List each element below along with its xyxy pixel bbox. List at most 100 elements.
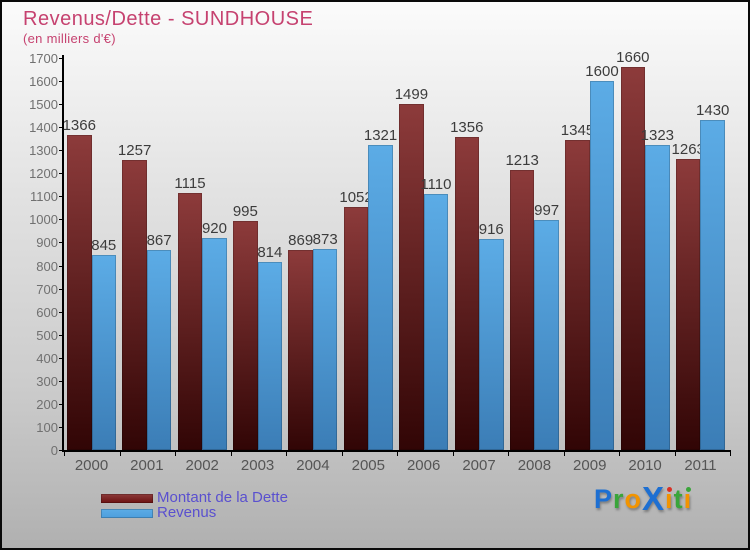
x-tick-mark: [64, 452, 65, 456]
bar-dette-2008: [509, 170, 535, 450]
bar-dette-2004: [288, 249, 313, 450]
value-label-revenus-2007: 916: [478, 220, 504, 238]
x-tick-mark: [730, 452, 731, 456]
x-axis-label-2003: 2003: [240, 457, 275, 474]
value-label-dette-2011: 1263: [671, 140, 705, 158]
logo-letter: X: [642, 480, 666, 517]
value-label-dette-2005: 1052: [339, 189, 373, 207]
y-tick-label-900: 900: [36, 235, 58, 251]
bar-revenus-2006: [423, 194, 449, 450]
value-label-dette-2001: 1257: [117, 142, 152, 160]
x-axis-label-2007: 2007: [462, 457, 496, 474]
x-axis-label-2004: 2004: [296, 457, 330, 474]
logo-letter: ı: [665, 484, 674, 514]
x-axis-label-2005: 2005: [351, 457, 385, 474]
y-tick-mark: [59, 380, 64, 382]
bar-revenus-2002: [202, 237, 227, 450]
value-label-dette-2003: 995: [232, 202, 258, 220]
y-tick-mark: [59, 265, 64, 267]
y-tick-label-1000: 1000: [29, 212, 58, 228]
proxiti-logo[interactable]: ProXı tı: [594, 480, 693, 517]
value-label-revenus-2009: 1600: [585, 63, 619, 81]
bar-revenus-2011: [700, 120, 725, 450]
x-tick-mark: [563, 452, 565, 456]
logo-letter: P: [594, 484, 614, 514]
value-label-revenus-2008: 997: [534, 202, 560, 220]
y-tick-mark: [59, 104, 64, 106]
y-tick-label-1200: 1200: [29, 166, 58, 182]
bar-revenus-2007: [479, 238, 504, 450]
value-label-dette-2000: 1366: [62, 117, 96, 135]
x-tick-mark: [286, 452, 287, 456]
y-tick-mark: [59, 81, 64, 83]
y-tick-label-300: 300: [36, 373, 58, 389]
x-axis-label-2009: 2009: [573, 457, 607, 474]
value-label-dette-2008: 1213: [505, 152, 539, 170]
bar-revenus-2001: [146, 250, 172, 450]
x-tick-mark: [341, 452, 343, 456]
bar-dette-2002: [177, 192, 203, 450]
x-axis-label-2006: 2006: [406, 457, 441, 474]
y-tick-label-1600: 1600: [29, 74, 58, 90]
value-label-revenus-2006: 1110: [420, 176, 452, 194]
y-tick-mark: [59, 357, 64, 359]
bar-revenus-2009: [589, 81, 615, 450]
value-label-revenus-2000: 845: [91, 237, 117, 255]
x-axis-label-2001: 2001: [130, 457, 164, 474]
y-tick-mark: [59, 173, 64, 175]
logo-letter: o: [624, 484, 643, 514]
x-tick-mark: [175, 452, 176, 456]
y-tick-label-0: 0: [50, 443, 58, 458]
bar-revenus-2004: [312, 248, 338, 450]
y-tick-mark: [59, 403, 64, 405]
x-tick-mark: [619, 452, 620, 456]
legend-label: Revenus: [157, 504, 217, 521]
y-tick-label-1400: 1400: [29, 120, 58, 136]
y-tick-mark: [59, 426, 64, 428]
value-label-revenus-2005: 1321: [363, 127, 398, 145]
y-axis-line: [62, 55, 64, 452]
x-axis-label-2008: 2008: [517, 457, 552, 474]
chart-subtitle: (en milliers d'€): [23, 31, 116, 46]
x-axis-label-2000: 2000: [74, 457, 109, 474]
y-tick-label-600: 600: [36, 304, 58, 320]
x-tick-mark: [397, 452, 398, 456]
y-tick-mark: [59, 127, 64, 129]
logo-letter: ı: [683, 484, 693, 514]
y-tick-mark: [59, 58, 64, 59]
bar-revenus-2008: [534, 220, 559, 450]
y-tick-mark: [59, 196, 64, 198]
x-axis-label-2002: 2002: [185, 457, 219, 474]
value-label-dette-2009: 1345: [560, 121, 595, 139]
legend-item-dette: Montant de la Dette: [101, 490, 288, 505]
y-tick-mark: [59, 334, 64, 336]
value-label-revenus-2002: 920: [201, 219, 227, 237]
y-tick-mark: [59, 150, 64, 152]
bar-revenus-2005: [368, 145, 393, 450]
y-tick-label-400: 400: [36, 350, 58, 366]
bar-dette-2005: [343, 207, 369, 450]
logo-letter-dot: [685, 487, 691, 492]
x-tick-mark: [452, 452, 454, 456]
y-tick-label-1300: 1300: [29, 143, 58, 159]
y-tick-label-700: 700: [36, 281, 58, 297]
y-tick-mark: [59, 311, 64, 313]
bar-revenus-2003: [257, 262, 283, 450]
value-label-revenus-2001: 867: [146, 232, 172, 250]
value-label-revenus-2010: 1323: [640, 126, 675, 144]
chart-title: Revenus/Dette - SUNDHOUSE: [23, 8, 314, 30]
legend: Montant de la Dette Revenus: [101, 490, 288, 521]
y-tick-mark: [59, 450, 64, 451]
logo-letter: t: [673, 484, 684, 514]
bar-revenus-2010: [645, 144, 670, 450]
value-label-revenus-2004: 873: [312, 230, 338, 248]
x-tick-mark: [508, 452, 509, 456]
value-label-dette-2002: 1115: [174, 174, 206, 192]
bar-dette-2011: [675, 158, 701, 450]
logo-letter-dot: [667, 487, 673, 492]
y-tick-label-200: 200: [36, 396, 58, 412]
bar-dette-2007: [454, 137, 480, 450]
bar-dette-2003: [233, 220, 258, 450]
x-axis-label-2011: 2011: [684, 457, 717, 474]
bar-dette-2006: [399, 104, 424, 450]
